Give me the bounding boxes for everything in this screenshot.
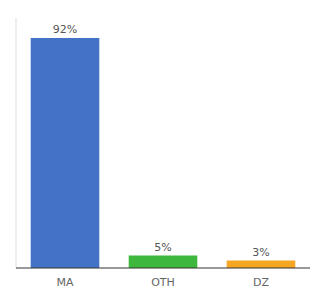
x-axis-line: [16, 268, 310, 269]
chart-container: 92% 5% 3% MA OTH DZ: [0, 0, 320, 300]
chart: 92% 5% 3% MA OTH DZ: [0, 0, 320, 300]
data-label: 3%: [252, 246, 269, 259]
x-tick-label: OTH: [151, 276, 175, 289]
data-label: 5%: [154, 241, 171, 254]
x-tick-label: DZ: [253, 276, 269, 289]
x-tick-label: MA: [56, 276, 73, 289]
bars: [31, 38, 296, 268]
bar: [227, 261, 296, 269]
data-label: 92%: [53, 23, 77, 36]
y-axis-line: [16, 18, 17, 268]
bar: [31, 38, 100, 268]
bar: [129, 256, 198, 269]
